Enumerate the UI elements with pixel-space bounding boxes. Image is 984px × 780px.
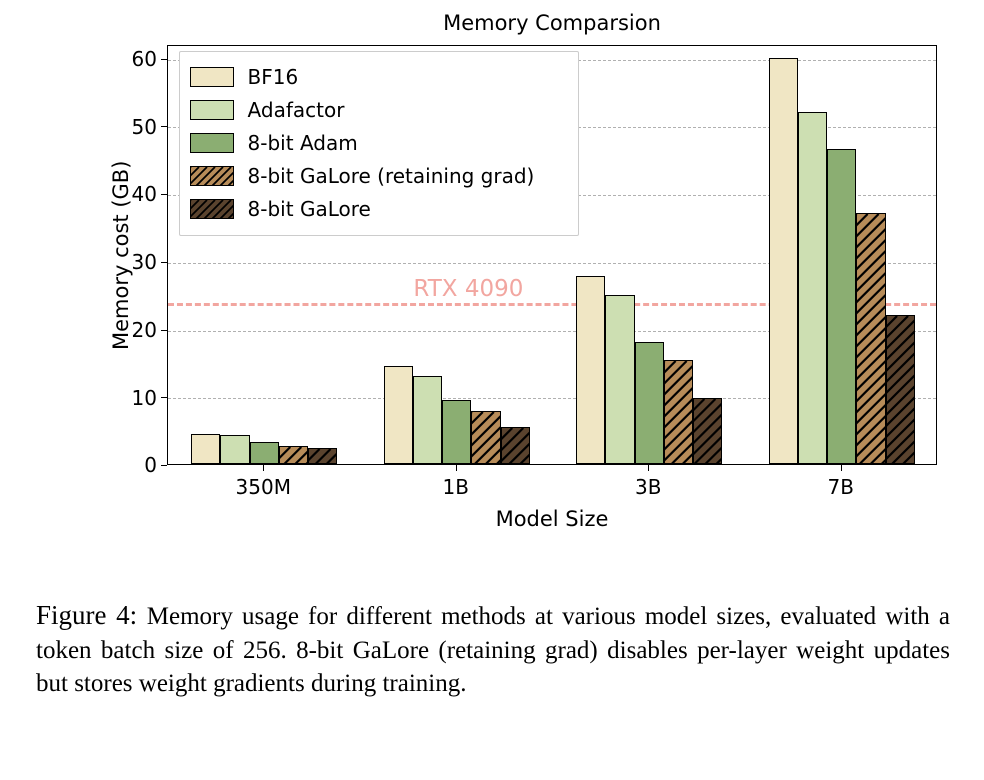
hatch-icon xyxy=(857,214,884,463)
hatch-icon xyxy=(887,316,914,463)
ytick-mark xyxy=(161,330,167,331)
legend-item: 8-bit Adam xyxy=(190,133,358,153)
xtick-mark xyxy=(263,465,264,471)
bar xyxy=(220,435,249,464)
legend-item: Adafactor xyxy=(190,100,345,120)
bar xyxy=(856,213,885,464)
bar xyxy=(798,112,827,464)
bar xyxy=(886,315,915,464)
legend-swatch xyxy=(190,199,234,219)
ytick-label: 60 xyxy=(132,47,157,71)
ytick-label: 40 xyxy=(132,182,157,206)
bar xyxy=(769,58,798,464)
hatch-icon xyxy=(472,412,499,463)
ytick-label: 50 xyxy=(132,115,157,139)
hatch-icon xyxy=(280,447,307,463)
hatch-icon xyxy=(191,200,233,218)
legend-swatch xyxy=(190,100,234,120)
legend-label: 8-bit GaLore (retaining grad) xyxy=(248,164,535,188)
memory-chart: Memory Comparsion 0 10 20 30 40 50 60 RTX 4090 35… xyxy=(0,0,984,560)
ytick-mark xyxy=(161,194,167,195)
bar xyxy=(384,366,413,464)
xtick-label: 350M xyxy=(236,475,291,499)
bar xyxy=(308,448,337,464)
bar xyxy=(279,446,308,464)
bar xyxy=(664,360,693,464)
legend-label: 8-bit Adam xyxy=(248,131,358,155)
ytick-label: 30 xyxy=(132,250,157,274)
xtick-mark xyxy=(841,465,842,471)
ytick-mark xyxy=(161,126,167,127)
legend: BF16 Adafactor 8-bit Adam 8-bit GaLore (ret… xyxy=(179,51,579,236)
chart-title: Memory Comparsion xyxy=(443,11,661,35)
bar xyxy=(605,295,634,464)
bar xyxy=(693,398,722,464)
figure-caption: Figure 4: Memory usage for different met… xyxy=(36,598,950,700)
hatch-icon xyxy=(191,167,233,185)
bar xyxy=(635,342,664,464)
ytick-mark xyxy=(161,465,167,466)
xtick-label: 7B xyxy=(828,475,854,499)
xtick-label: 3B xyxy=(635,475,661,499)
caption-prefix: Figure 4: xyxy=(36,600,147,630)
legend-label: Adafactor xyxy=(248,98,345,122)
legend-swatch xyxy=(190,166,234,186)
legend-label: 8-bit GaLore xyxy=(248,197,371,221)
xtick-mark xyxy=(456,465,457,471)
legend-item: 8-bit GaLore (retaining grad) xyxy=(190,166,535,186)
x-axis-title: Model Size xyxy=(496,507,609,531)
bar xyxy=(413,376,442,464)
ytick-mark xyxy=(161,59,167,60)
y-axis-title: Memory cost (GB) xyxy=(109,161,133,350)
bar xyxy=(191,434,220,464)
ytick-mark xyxy=(161,397,167,398)
bar xyxy=(827,149,856,464)
bar xyxy=(442,400,471,464)
ytick-mark xyxy=(161,262,167,263)
bar xyxy=(471,411,500,464)
legend-label: BF16 xyxy=(248,65,299,89)
hatch-icon xyxy=(694,399,721,463)
bar xyxy=(576,276,605,464)
legend-swatch xyxy=(190,67,234,87)
caption-body: Memory usage for different methods at va… xyxy=(36,603,950,697)
ytick-label: 10 xyxy=(132,386,157,410)
bar xyxy=(501,427,530,464)
bar xyxy=(250,442,279,464)
hatch-icon xyxy=(502,428,529,463)
xtick-mark xyxy=(648,465,649,471)
hatch-icon xyxy=(665,361,692,463)
legend-swatch xyxy=(190,133,234,153)
ytick-label: 0 xyxy=(144,453,157,477)
legend-item: BF16 xyxy=(190,67,299,87)
hatch-icon xyxy=(309,449,336,463)
ytick-label: 20 xyxy=(132,318,157,342)
page-root: Memory Comparsion 0 10 20 30 40 50 60 RTX 4090 35… xyxy=(0,0,984,780)
xtick-label: 1B xyxy=(443,475,469,499)
legend-item: 8-bit GaLore xyxy=(190,199,371,219)
rtx4090-ref-label: RTX 4090 xyxy=(413,276,523,302)
